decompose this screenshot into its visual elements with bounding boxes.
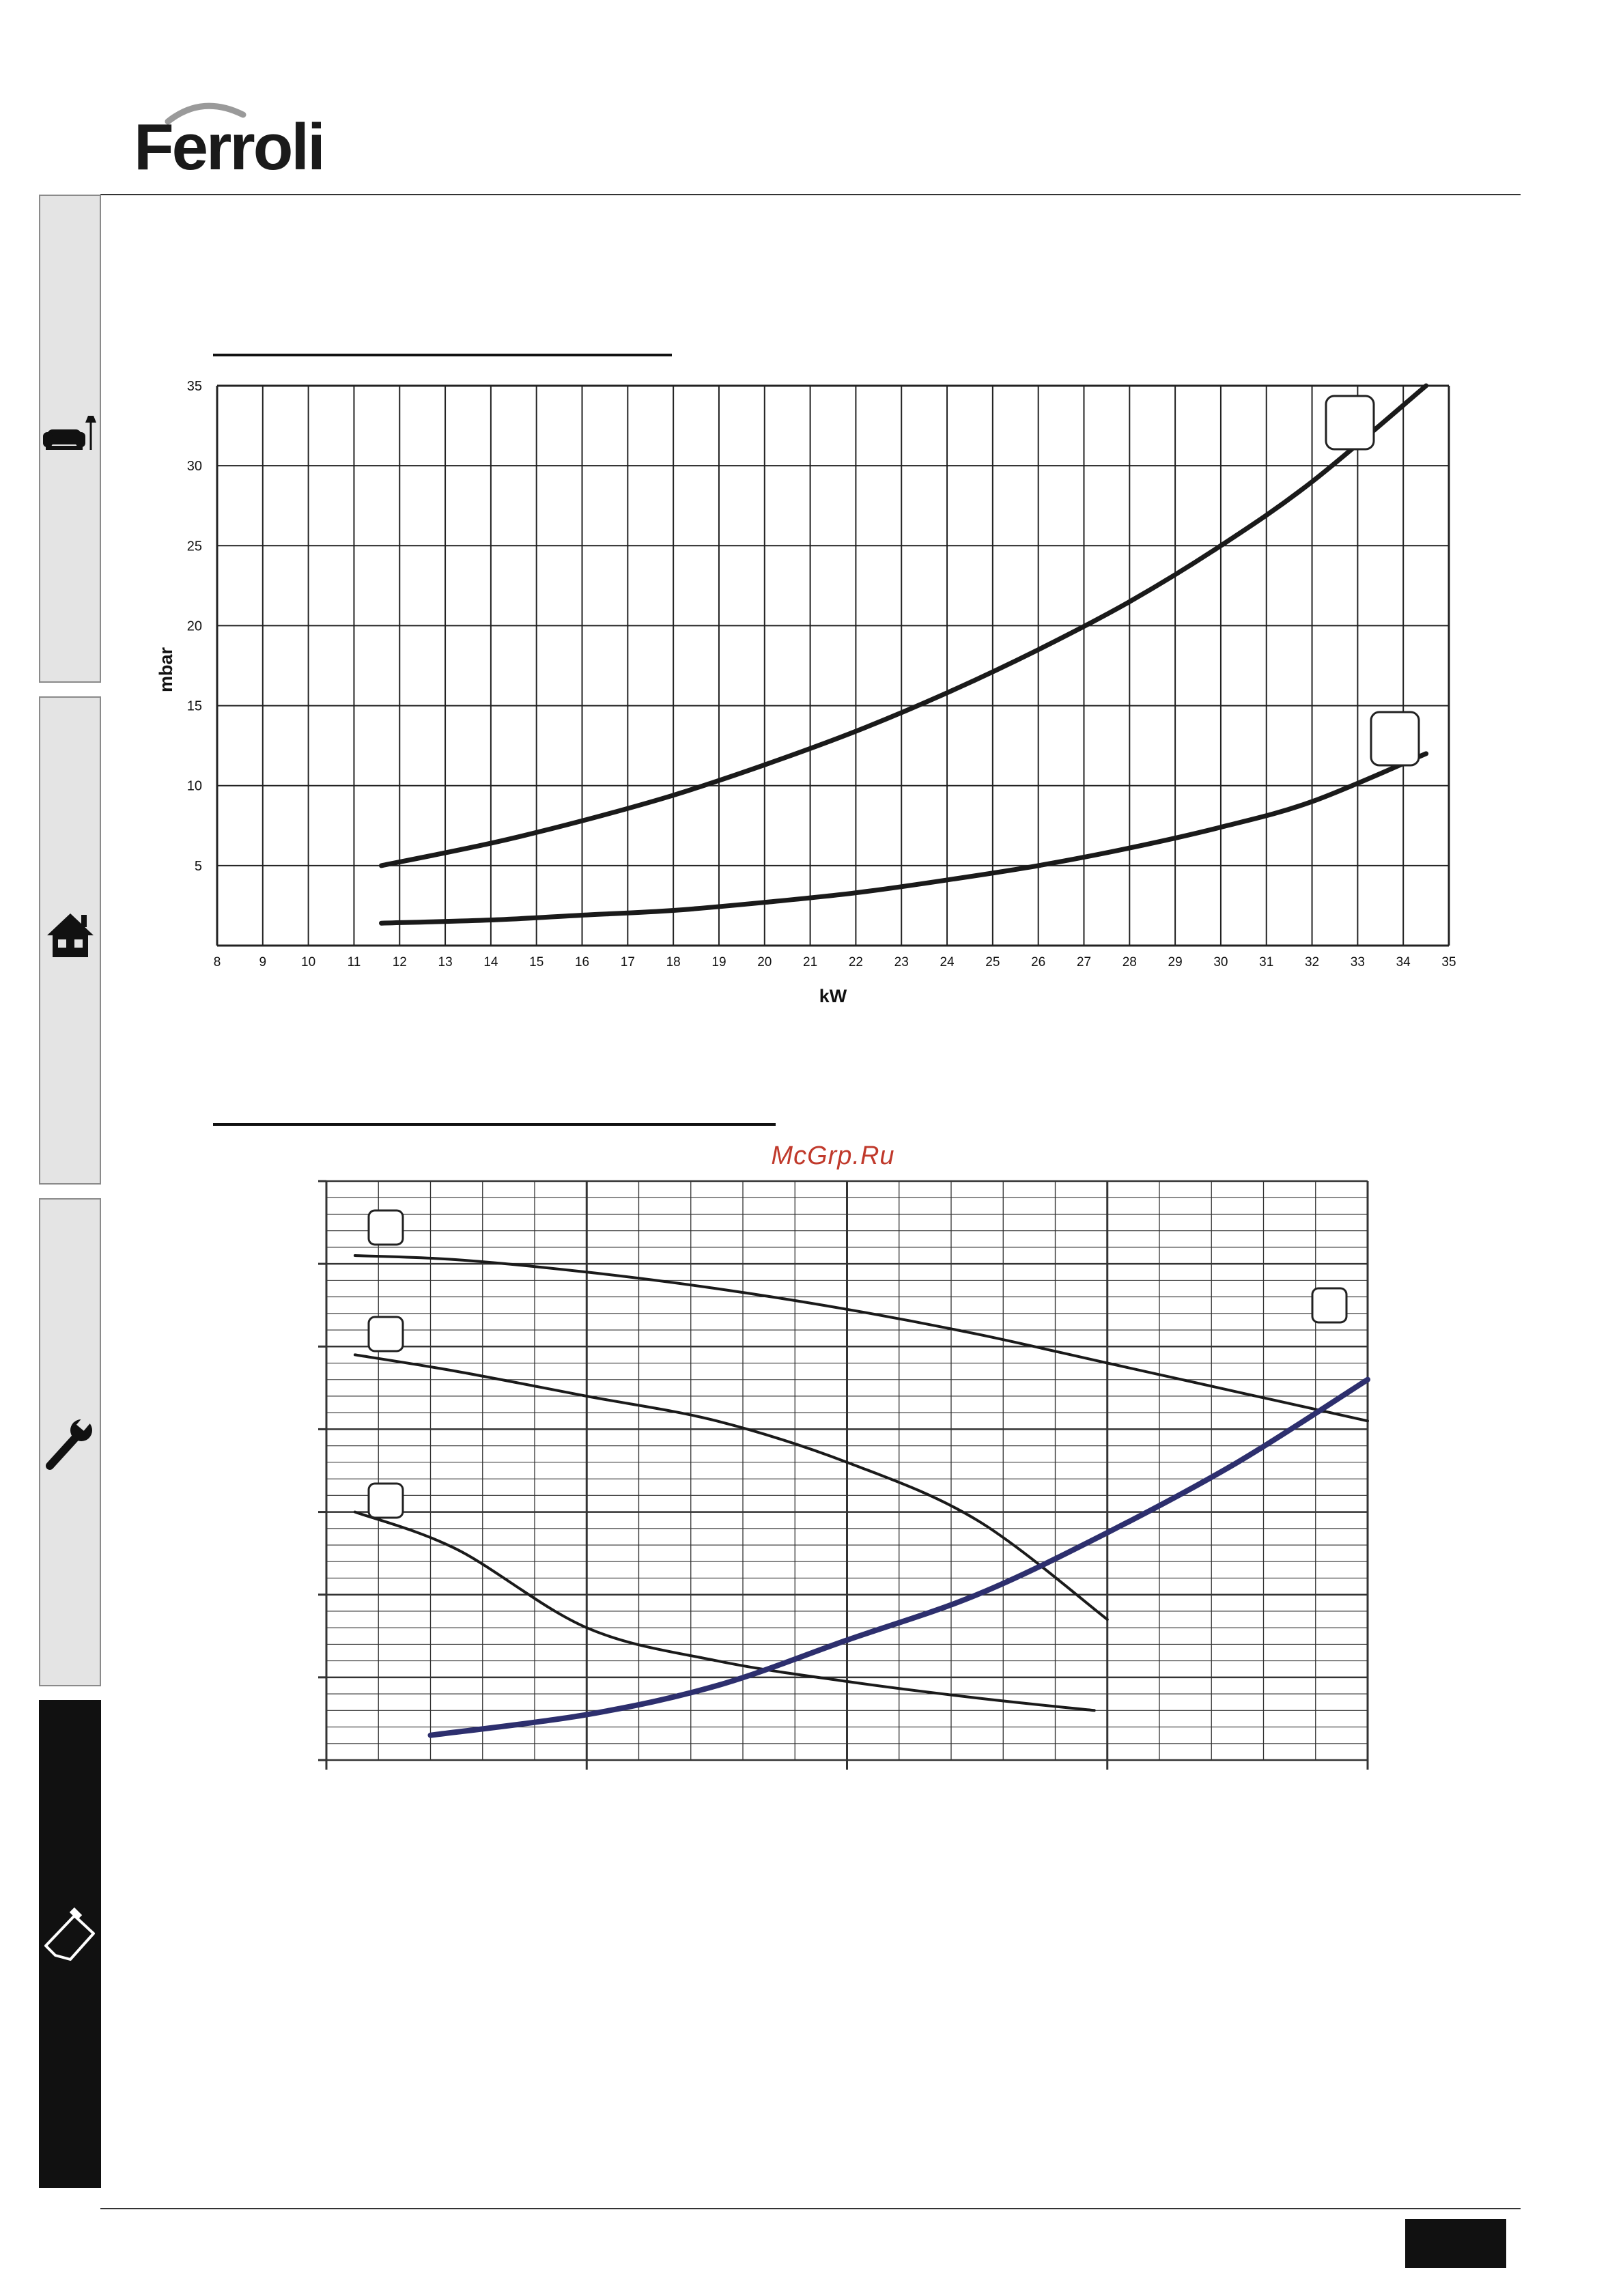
series-line-3: [353, 1510, 1096, 1712]
y-tick-label: 5: [195, 859, 202, 874]
y-tick-label: 10: [187, 779, 202, 794]
x-tick-label: 16: [575, 955, 589, 969]
y-tick-label: 25: [187, 539, 202, 554]
x-tick-label: 15: [529, 955, 544, 969]
house-icon: [46, 913, 94, 957]
x-tick-label: 12: [393, 955, 407, 969]
armchair-icon: [42, 416, 96, 450]
x-tick-label: 19: [711, 955, 726, 969]
tab-installation[interactable]: [39, 696, 101, 1185]
tab-service[interactable]: [39, 1198, 101, 1686]
footer-rule: [100, 2208, 1521, 2209]
x-tick-label: 27: [1077, 955, 1091, 969]
section-rule-pump-head: [213, 1123, 776, 1126]
page-number-box: [1405, 2219, 1506, 2268]
x-tick-label: 25: [985, 955, 1000, 969]
x-tick-label: 28: [1123, 955, 1137, 969]
x-tick-label: 30: [1213, 955, 1228, 969]
x-tick-label: 18: [666, 955, 681, 969]
x-tick-label: 32: [1305, 955, 1319, 969]
tab-technical-data[interactable]: [39, 1700, 101, 2188]
watermark: McGrp.Ru: [771, 1142, 895, 1170]
series-line-2: [379, 751, 1429, 926]
y-axis-label: mbar: [156, 647, 176, 692]
x-tick-label: 35: [1441, 955, 1456, 969]
x-tick-label: 34: [1396, 955, 1411, 969]
logo-text: Ferroli: [134, 111, 326, 184]
x-tick-label: 9: [259, 955, 267, 969]
x-tick-label: 29: [1168, 955, 1183, 969]
wrench-icon: [45, 1413, 94, 1470]
x-tick-label: 10: [301, 955, 315, 969]
x-tick-label: 8: [214, 955, 221, 969]
x-tick-label: 23: [894, 955, 909, 969]
curve-marker-2: [1370, 711, 1420, 767]
tab-user[interactable]: [39, 195, 101, 683]
series-line-4: [427, 1376, 1370, 1738]
x-tick-label: 13: [438, 955, 453, 969]
series-line-2: [353, 1353, 1109, 1621]
clipboard-icon: [44, 1907, 95, 1961]
x-tick-label: 17: [621, 955, 635, 969]
x-axis-label: kW: [819, 986, 847, 1006]
y-tick-label: 30: [187, 459, 202, 474]
series-line-1: [379, 383, 1429, 868]
curve-marker-1: [1325, 395, 1375, 451]
x-tick-label: 22: [849, 955, 863, 969]
section-rule-gas-pressure: [213, 354, 672, 356]
x-tick-label: 33: [1351, 955, 1365, 969]
pump-head-chart: [318, 1180, 1370, 1770]
x-tick-label: 21: [803, 955, 817, 969]
curve-marker-2: [367, 1316, 404, 1352]
curve-marker-4: [1311, 1287, 1348, 1324]
x-tick-label: 11: [348, 955, 361, 969]
ferroli-logo: Ferroli: [134, 102, 326, 184]
x-tick-label: 20: [757, 955, 772, 969]
y-tick-label: 35: [187, 379, 202, 394]
logo-swoosh-icon: [165, 102, 246, 125]
curve-marker-3: [367, 1482, 404, 1519]
x-tick-label: 24: [940, 955, 955, 969]
curve-marker-1: [367, 1209, 404, 1246]
gas-pressure-chart: 8 9 10 11 12 13 14 15 16 17 18 19 20 21 22 23 24 25 26 27 28…: [156, 379, 1456, 1006]
x-tick-label: 31: [1259, 955, 1273, 969]
y-tick-label: 15: [187, 699, 202, 714]
series-line-1: [353, 1254, 1369, 1423]
y-tick-label: 20: [187, 619, 202, 634]
x-tick-label: 14: [483, 955, 498, 969]
x-tick-label: 26: [1031, 955, 1045, 969]
header-rule: [100, 194, 1521, 195]
